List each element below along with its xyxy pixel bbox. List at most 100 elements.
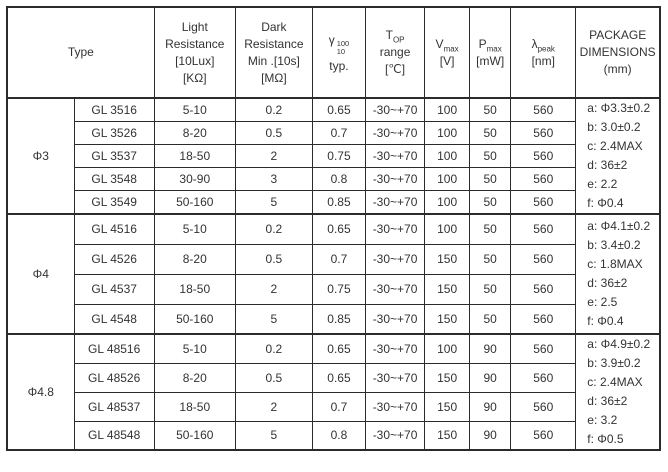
pmax-cell: 50 [469,213,512,245]
vmax-cell: 150 [424,391,471,422]
top-range-cell: -30~+70 [365,190,426,215]
col-header-top-range: TOP range [℃] [365,6,426,99]
model-cell: GL 3548 [73,167,155,192]
top-range-cell: -30~+70 [365,333,426,364]
table-row: GL 3549 50-160 5 0.85 -30~+70 100 50 560 [7,190,660,215]
vmax-cell: 100 [424,333,471,364]
lambda-peak-cell: 560 [510,213,577,245]
gamma-cell: 0.65 [311,96,367,122]
light-resistance-cell: 5-10 [153,213,236,245]
model-cell: GL 4537 [73,273,155,305]
gamma-cell: 0.8 [311,167,367,192]
table-row: GL 3548 30-90 3 0.8 -30~+70 100 50 560 [7,167,660,192]
package-line: d: 36±2 [587,158,628,172]
dark-resistance-cell: 0.5 [234,243,313,275]
light-resistance-cell: 30-90 [153,167,236,192]
package-line: a: Φ4.1±0.2 [587,219,651,233]
dark-resistance-cell: 0.2 [234,213,313,245]
package-dimensions-cell: a: Φ4.9±0.2 b: 3.9±0.2 c: 2.4MAX d: 36±2… [575,333,661,451]
gamma-cell: 0.65 [311,333,367,364]
vmax-cell: 150 [424,420,471,451]
dark-resistance-cell: 3 [234,167,313,192]
package-line: c: 2.4MAX [587,139,643,153]
vmax-cell: 150 [424,243,471,275]
pmax-cell: 50 [469,167,512,192]
model-cell: GL 3516 [73,96,155,122]
dark-resistance-cell: 5 [234,303,313,335]
lambda-peak-cell: 560 [510,273,577,305]
light-resistance-cell: 8-20 [153,362,236,393]
package-line: f: Φ0.4 [587,196,624,210]
top-range-cell: -30~+70 [365,96,426,122]
lambda-peak-cell: 560 [510,120,577,145]
table-row: GL 4548 50-160 5 0.85 -30~+70 150 50 560 [7,303,660,335]
package-line: b: 3.4±0.2 [587,238,641,252]
model-cell: GL 48537 [73,391,155,422]
table-row: GL 48537 18-50 2 0.7 -30~+70 150 90 560 [7,391,660,422]
col-header-light-resistance: Light Resistance [10Lux] [KΩ] [153,6,236,99]
dark-resistance-cell: 5 [234,190,313,215]
table-row: GL 48526 8-20 0.5 0.65 -30~+70 150 90 56… [7,362,660,393]
gamma-cell: 0.75 [311,143,367,169]
dark-resistance-cell: 5 [234,420,313,451]
vmax-cell: 100 [424,96,471,122]
table-row: Φ4.8 GL 48516 5-10 0.2 0.65 -30~+70 100 … [6,333,661,451]
model-cell: GL 48516 [73,333,155,364]
top-range-cell: -30~+70 [365,273,426,305]
vmax-cell: 150 [424,273,471,305]
light-resistance-cell: 18-50 [153,391,236,422]
dark-resistance-cell: 0.5 [234,362,313,393]
vmax-cell: 100 [424,143,471,169]
vmax-cell: 100 [424,167,471,192]
table-row: GL 4537 18-50 2 0.75 -30~+70 150 50 560 [7,273,660,305]
vmax-cell: 100 [424,120,471,145]
light-resistance-cell: 8-20 [153,120,236,145]
pmax-cell: 50 [469,190,512,215]
top-range-cell: -30~+70 [365,213,426,245]
pmax-cell: 90 [469,333,512,364]
package-dimensions-cell: a: Φ3.3±0.2 b: 3.0±0.2 c: 2.4MAX d: 36±2… [575,97,661,215]
model-cell: GL 48526 [73,362,155,393]
lambda-peak-cell: 560 [510,167,577,192]
gamma-cell: 0.85 [311,303,367,335]
gamma-symbol: γ [328,32,335,47]
package-line: e: 2.2 [587,177,618,191]
group-label: Φ3 [6,97,75,215]
vmax-cell: 100 [424,213,471,245]
spec-table: Type Light Resistance [10Lux] [KΩ] Dark … [6,6,661,451]
vmax-cell: 150 [424,303,471,335]
lambda-peak-cell: 560 [510,143,577,169]
gamma-cell: 0.7 [311,391,367,422]
lambda-peak-cell: 560 [510,333,577,364]
package-line: d: 36±2 [587,394,628,408]
col-header-dark-resistance: Dark Resistance Min .[10s] [MΩ] [234,6,313,99]
light-resistance-cell: 5-10 [153,333,236,364]
dark-resistance-cell: 2 [234,391,313,422]
package-line: f: Φ0.5 [587,432,624,446]
pmax-cell: 50 [469,243,512,275]
model-cell: GL 48548 [73,420,155,451]
table-row: Φ3 GL 3516 5-10 0.2 0.65 -30~+70 100 50 … [6,96,661,215]
lambda-peak-cell: 560 [510,303,577,335]
pmax-cell: 90 [469,362,512,393]
top-range-cell: -30~+70 [365,143,426,169]
light-resistance-cell: 50-160 [153,190,236,215]
header-row: Type Light Resistance [10Lux] [KΩ] Dark … [6,6,661,99]
gamma-cell: 0.65 [311,362,367,393]
group-label: Φ4 [6,213,75,335]
package-line: d: 36±2 [587,276,628,290]
model-cell: GL 4516 [73,213,155,245]
pmax-cell: 50 [469,120,512,145]
model-cell: GL 3537 [73,143,155,169]
package-line: c: 2.4MAX [587,375,643,389]
dark-resistance-cell: 2 [234,143,313,169]
dark-resistance-cell: 0.5 [234,120,313,145]
col-header-vmax: Vmax [V] [424,6,471,99]
lambda-peak-cell: 560 [510,362,577,393]
pmax-cell: 90 [469,391,512,422]
package-line: e: 2.5 [587,295,618,309]
package-dimensions-cell: a: Φ4.1±0.2 b: 3.4±0.2 c: 1.8MAX d: 36±2… [575,213,661,335]
package-line: b: 3.0±0.2 [587,120,641,134]
pmax-cell: 50 [469,303,512,335]
light-resistance-cell: 18-50 [153,273,236,305]
